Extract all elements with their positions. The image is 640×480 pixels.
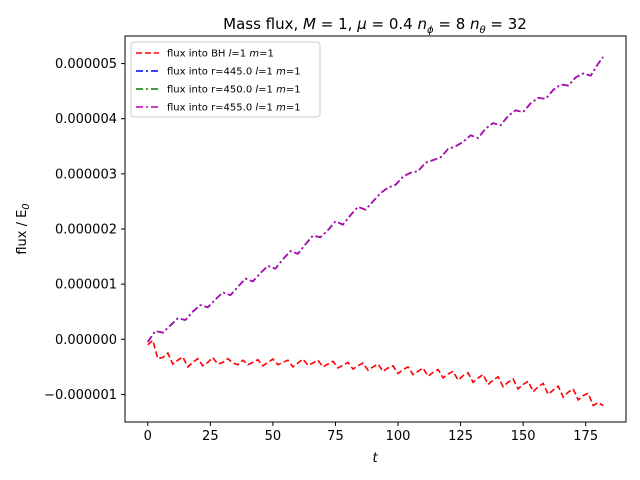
legend-label-1: flux into BH l=1 m=1 [167,49,274,60]
x-tick-label: 75 [327,429,344,444]
legend-label-part: m [276,103,286,114]
series-line-4 [147,56,604,343]
legend-label-part: =1 [258,103,276,114]
legend-label-part: l [255,67,258,78]
legend-label-part: flux into r=450.0 [167,85,255,96]
axis-layer: 0 25 50 75 100 125 150 175 −0.000001 0.000000 0.00… [44,57,598,444]
legend-label-2: flux into r=445.0 l=1 m=1 [167,67,301,78]
legend-label-part: =1 [286,67,301,78]
x-tick-label: 175 [573,429,598,444]
x-tick-label: 25 [202,429,219,444]
x-tick-label: 125 [448,429,473,444]
legend-label-part: =1 [231,49,249,60]
x-tick-label: 50 [265,429,282,444]
legend-label-part: flux into r=455.0 [167,103,255,114]
y-tick-label: 0.000005 [55,57,117,72]
x-axis-title: t [372,451,378,466]
plot-area-frame [124,35,627,423]
y-tick-label: 0.000004 [55,112,117,127]
legend-label-3: flux into r=450.0 l=1 m=1 [167,85,301,96]
legend-label-part: =1 [258,67,276,78]
y-tick-label: 0.000001 [55,278,117,293]
legend-label-part: =1 [286,103,301,114]
y-axis-title: flux / E0 [15,203,32,254]
legend-label-part: m [276,85,286,96]
legend-label-part: flux into BH [167,49,229,60]
y-tick-label: −0.000001 [44,388,117,403]
legend-label-part: =1 [286,85,301,96]
legend-box [130,41,321,118]
y-tick-label: 0.000002 [55,223,117,238]
x-tick-label: 150 [511,429,536,444]
y-tick-label: 0.000003 [55,167,117,182]
x-tick-label: 100 [386,429,411,444]
y-tick-label: 0.000000 [55,333,117,348]
series-line-1 [147,338,604,407]
legend-label-part: l [255,103,258,114]
legend-label-part: =1 [258,85,276,96]
legend-label-part: flux into r=445.0 [167,67,255,78]
legend-label-part: l [229,49,232,60]
legend-label-part: l [255,85,258,96]
legend-label-part: m [276,67,286,78]
legend-label-part: =1 [259,49,274,60]
legend-label-part: m [249,49,259,60]
x-tick-label: 0 [144,429,152,444]
chart-title: Mass flux, M = 1, μ = 0.4 nϕ = 8 nθ = 32 [223,15,527,36]
legend-label-4: flux into r=455.0 l=1 m=1 [167,103,301,114]
series-layer [147,56,604,407]
